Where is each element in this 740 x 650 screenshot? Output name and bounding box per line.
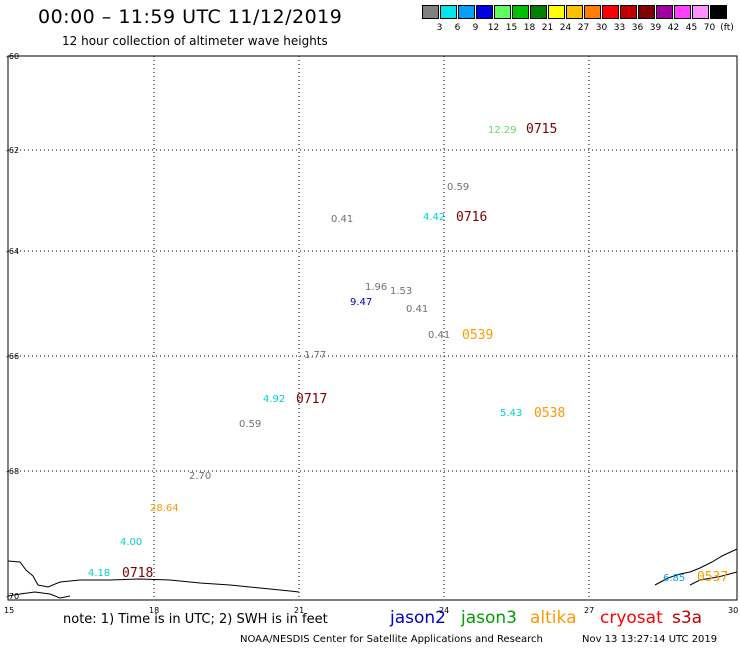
lon-label: 27 <box>584 606 595 615</box>
legend-swatch <box>692 5 709 19</box>
wave-height-label: 9.47 <box>350 297 373 308</box>
map-title: 00:00 – 11:59 UTC 11/12/2019 <box>38 6 343 28</box>
lon-label: 18 <box>149 606 160 615</box>
wave-height-label: 0.41 <box>406 304 429 315</box>
legend-label: 39 <box>649 23 662 33</box>
legend-swatch <box>440 5 457 19</box>
legend-label: 3 <box>436 23 443 33</box>
lat-label: -70 <box>6 592 20 601</box>
orbit-label: 0538 <box>534 406 566 421</box>
color-legend: 3 6 9 12 15 18 21 24 27 30 33 36 39 42 4… <box>422 5 738 35</box>
wave-height-label: 0.59 <box>447 182 470 193</box>
wave-height-label: 1.77 <box>304 350 327 361</box>
lon-label: 24 <box>439 606 450 615</box>
wave-height-label: 4.42 <box>423 212 446 223</box>
wave-height-label: 4.92 <box>263 394 286 405</box>
legend-swatch <box>458 5 475 19</box>
legend-swatch <box>476 5 493 19</box>
lat-label: -62 <box>6 146 20 155</box>
legend-label: 30 <box>595 23 608 33</box>
legend-swatch <box>566 5 583 19</box>
orbit-label: 0717 <box>296 392 328 407</box>
satellite-jason2: jason2 <box>390 608 446 628</box>
legend-swatch <box>674 5 691 19</box>
coastline-east <box>654 548 738 586</box>
wave-height-label: 0.59 <box>239 419 262 430</box>
wave-height-label: 4.18 <box>88 568 111 579</box>
coastline-west-inner <box>7 591 71 599</box>
wave-height-label: 6.85 <box>663 573 686 584</box>
grid-lines <box>8 56 737 600</box>
coastline-east-inner <box>689 571 738 586</box>
legend-label: 6 <box>454 23 461 33</box>
orbit-label: 0718 <box>122 566 154 581</box>
orbit-label: 0715 <box>526 122 558 137</box>
wave-height-label: 12.29 <box>488 125 517 136</box>
legend-swatch <box>602 5 619 19</box>
lat-label: -66 <box>6 352 20 361</box>
legend-swatch <box>530 5 547 19</box>
footer-note: note: 1) Time is in UTC; 2) SWH is in fe… <box>63 612 328 627</box>
satellite-jason3: jason3 <box>461 608 517 628</box>
legend-label: 21 <box>541 23 554 33</box>
satellite-s3a: s3a <box>672 608 703 628</box>
legend-swatch <box>512 5 529 19</box>
lon-label: 15 <box>4 606 15 615</box>
legend-swatch <box>422 5 439 19</box>
lat-label: -64 <box>6 247 20 256</box>
legend-swatch <box>656 5 673 19</box>
lat-label: -60 <box>6 52 20 61</box>
legend-swatch <box>494 5 511 19</box>
wave-height-label: 28.64 <box>150 503 179 514</box>
wave-height-label: 0.41 <box>428 330 451 341</box>
wave-height-label: 1.96 <box>365 282 388 293</box>
legend-label: 45 <box>685 23 698 33</box>
legend-label: 24 <box>559 23 572 33</box>
orbit-label: 0537 <box>697 570 729 585</box>
legend-swatch <box>620 5 637 19</box>
legend-label: 18 <box>523 23 536 33</box>
map-frame <box>7 55 738 601</box>
legend-label: 27 <box>577 23 590 33</box>
wave-height-label: 5.43 <box>500 408 523 419</box>
wave-height-label: 0.41 <box>331 214 354 225</box>
coastline-west <box>7 560 300 593</box>
legend-swatch <box>638 5 655 19</box>
wave-height-label: 1.53 <box>390 286 413 297</box>
wave-height-label: 4.00 <box>120 537 143 548</box>
satellite-cryosat: cryosat <box>600 608 663 628</box>
lon-label: 30 <box>728 606 739 615</box>
legend-label: 42 <box>667 23 680 33</box>
legend-label: 33 <box>613 23 626 33</box>
legend-unit: (ft) <box>720 23 734 33</box>
orbit-label: 0539 <box>462 328 494 343</box>
legend-label: 70 <box>703 23 716 33</box>
legend-swatch <box>584 5 601 19</box>
lon-label: 21 <box>294 606 305 615</box>
orbit-label: 0716 <box>456 210 488 225</box>
credit-organization: NOAA/NESDIS Center for Satellite Applica… <box>240 634 543 645</box>
map-subtitle: 12 hour collection of altimeter wave hei… <box>62 34 328 48</box>
legend-swatch <box>710 5 727 19</box>
lat-label: -68 <box>6 467 20 476</box>
credit-timestamp: Nov 13 13:27:14 UTC 2019 <box>582 634 718 645</box>
legend-label: 36 <box>631 23 644 33</box>
satellite-altika: altika <box>530 608 577 628</box>
wave-height-label: 2.70 <box>189 471 212 482</box>
legend-label: 12 <box>487 23 500 33</box>
legend-label: 9 <box>472 23 479 33</box>
legend-label: 15 <box>505 23 518 33</box>
legend-swatch <box>548 5 565 19</box>
